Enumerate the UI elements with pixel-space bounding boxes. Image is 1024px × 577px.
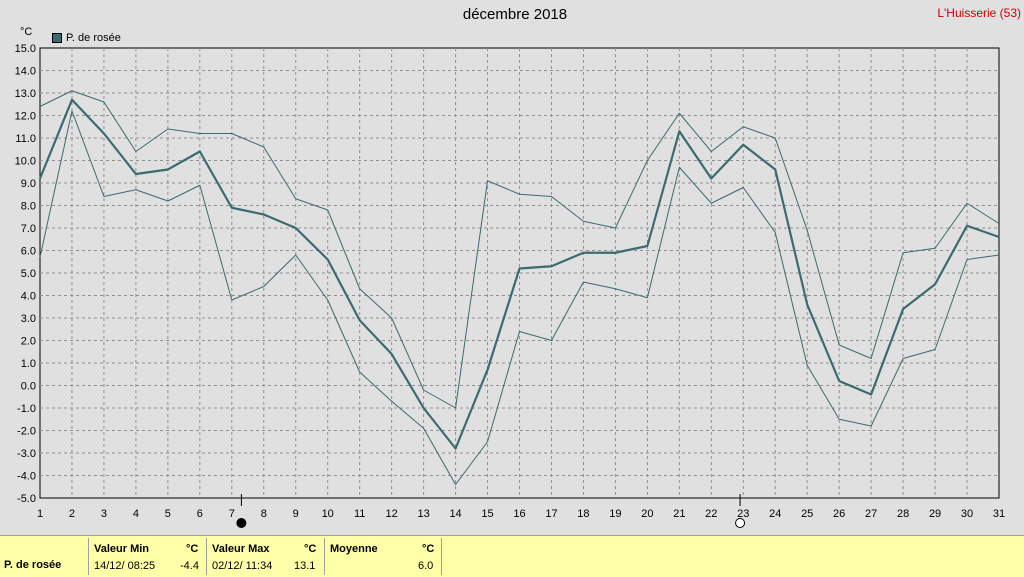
x-tick-label: 11 — [354, 508, 365, 520]
y-tick-label: 9.0 — [21, 178, 36, 190]
stats-row-label: P. de rosée — [4, 559, 62, 571]
stats-max-header: Valeur Max — [212, 543, 270, 555]
x-tick-label: 9 — [293, 508, 299, 520]
stats-max-unit: °C — [304, 543, 317, 555]
y-tick-label: 13.0 — [15, 88, 36, 100]
y-tick-label: 6.0 — [21, 246, 36, 258]
stats-mean-value: 6.0 — [418, 560, 434, 572]
y-axis-unit: °C — [20, 26, 33, 38]
x-tick-label: 26 — [833, 508, 845, 520]
x-tick-label: 6 — [197, 508, 203, 520]
y-tick-label: 5.0 — [21, 268, 36, 280]
x-tick-label: 30 — [961, 508, 973, 520]
x-tick-label: 4 — [133, 508, 139, 520]
y-tick-label: 11.0 — [15, 133, 36, 145]
stats-min-value: -4.4 — [180, 560, 199, 572]
stats-min-date: 14/12/ 08:25 — [94, 560, 156, 572]
y-tick-label: 2.0 — [21, 336, 36, 348]
stats-min-unit: °C — [186, 543, 199, 555]
moon-markers — [236, 494, 746, 528]
x-tick-label: 23 — [737, 508, 749, 520]
x-tick-label: 29 — [929, 508, 941, 520]
stats-panel: P. de rosée Valeur Min °C 14/12/ 08:25 -… — [0, 535, 1024, 577]
y-tick-label: 0.0 — [21, 381, 36, 393]
legend: P. de rosée — [52, 32, 121, 44]
chart-title: décembre 2018 — [462, 6, 568, 23]
y-tick-label: -3.0 — [17, 448, 36, 460]
y-tick-label: 14.0 — [15, 66, 36, 78]
x-tick-label: 12 — [386, 508, 398, 520]
x-tick-label: 24 — [769, 508, 781, 520]
x-tick-label: 13 — [417, 508, 429, 520]
x-tick-label: 15 — [481, 508, 493, 520]
legend-label: P. de rosée — [66, 32, 121, 44]
chart-area: 15.014.013.012.011.010.09.08.07.06.05.04… — [15, 43, 1006, 528]
y-tick-label: 12.0 — [15, 111, 36, 123]
y-tick-label: 10.0 — [15, 156, 36, 168]
x-tick-label: 20 — [641, 508, 653, 520]
x-tick-label: 27 — [865, 508, 877, 520]
x-tick-label: 19 — [609, 508, 621, 520]
x-tick-label: 28 — [897, 508, 909, 520]
stats-divider — [441, 538, 442, 575]
stats-divider — [88, 538, 89, 575]
x-tick-label: 17 — [545, 508, 557, 520]
axes: 15.014.013.012.011.010.09.08.07.06.05.04… — [15, 43, 1006, 520]
y-tick-label: 8.0 — [21, 201, 36, 213]
x-tick-label: 5 — [165, 508, 171, 520]
legend-swatch — [52, 33, 62, 43]
stats-mean-unit: °C — [422, 543, 435, 555]
stats-max-date: 02/12/ 11:34 — [212, 560, 273, 572]
stats-divider — [324, 538, 325, 575]
grid — [39, 47, 1000, 499]
series-line-max — [39, 90, 1000, 409]
series-line-mean — [38, 98, 1000, 450]
x-tick-label: 2 — [69, 508, 75, 520]
stats-max-value: 13.1 — [294, 560, 316, 572]
y-tick-label: 1.0 — [21, 358, 36, 370]
x-tick-label: 22 — [705, 508, 717, 520]
y-tick-label: -5.0 — [17, 493, 36, 505]
series-lines — [38, 90, 1000, 485]
series-line-min — [39, 110, 1000, 485]
x-tick-label: 16 — [513, 508, 525, 520]
x-tick-label: 18 — [577, 508, 589, 520]
x-tick-label: 14 — [449, 508, 461, 520]
stats-divider — [206, 538, 207, 575]
y-tick-label: -2.0 — [17, 426, 36, 438]
x-tick-label: 25 — [801, 508, 813, 520]
y-tick-label: 7.0 — [21, 223, 36, 235]
y-tick-label: 4.0 — [21, 291, 36, 303]
new-moon-icon — [236, 518, 247, 528]
station-name: L'Huisserie (53) — [937, 6, 1021, 20]
x-tick-label: 31 — [993, 508, 1005, 520]
stats-mean-header: Moyenne — [330, 543, 378, 555]
y-tick-label: 3.0 — [21, 313, 36, 325]
x-tick-label: 21 — [673, 508, 685, 520]
y-tick-label: -4.0 — [17, 471, 36, 483]
x-tick-label: 8 — [261, 508, 267, 520]
x-tick-label: 10 — [322, 508, 334, 520]
y-tick-label: -1.0 — [17, 403, 36, 415]
stats-min-header: Valeur Min — [94, 543, 150, 555]
x-tick-label: 1 — [37, 508, 43, 520]
y-tick-label: 15.0 — [15, 43, 36, 55]
x-tick-label: 3 — [101, 508, 107, 520]
full-moon-icon — [735, 518, 746, 528]
x-tick-label: 7 — [229, 508, 235, 520]
